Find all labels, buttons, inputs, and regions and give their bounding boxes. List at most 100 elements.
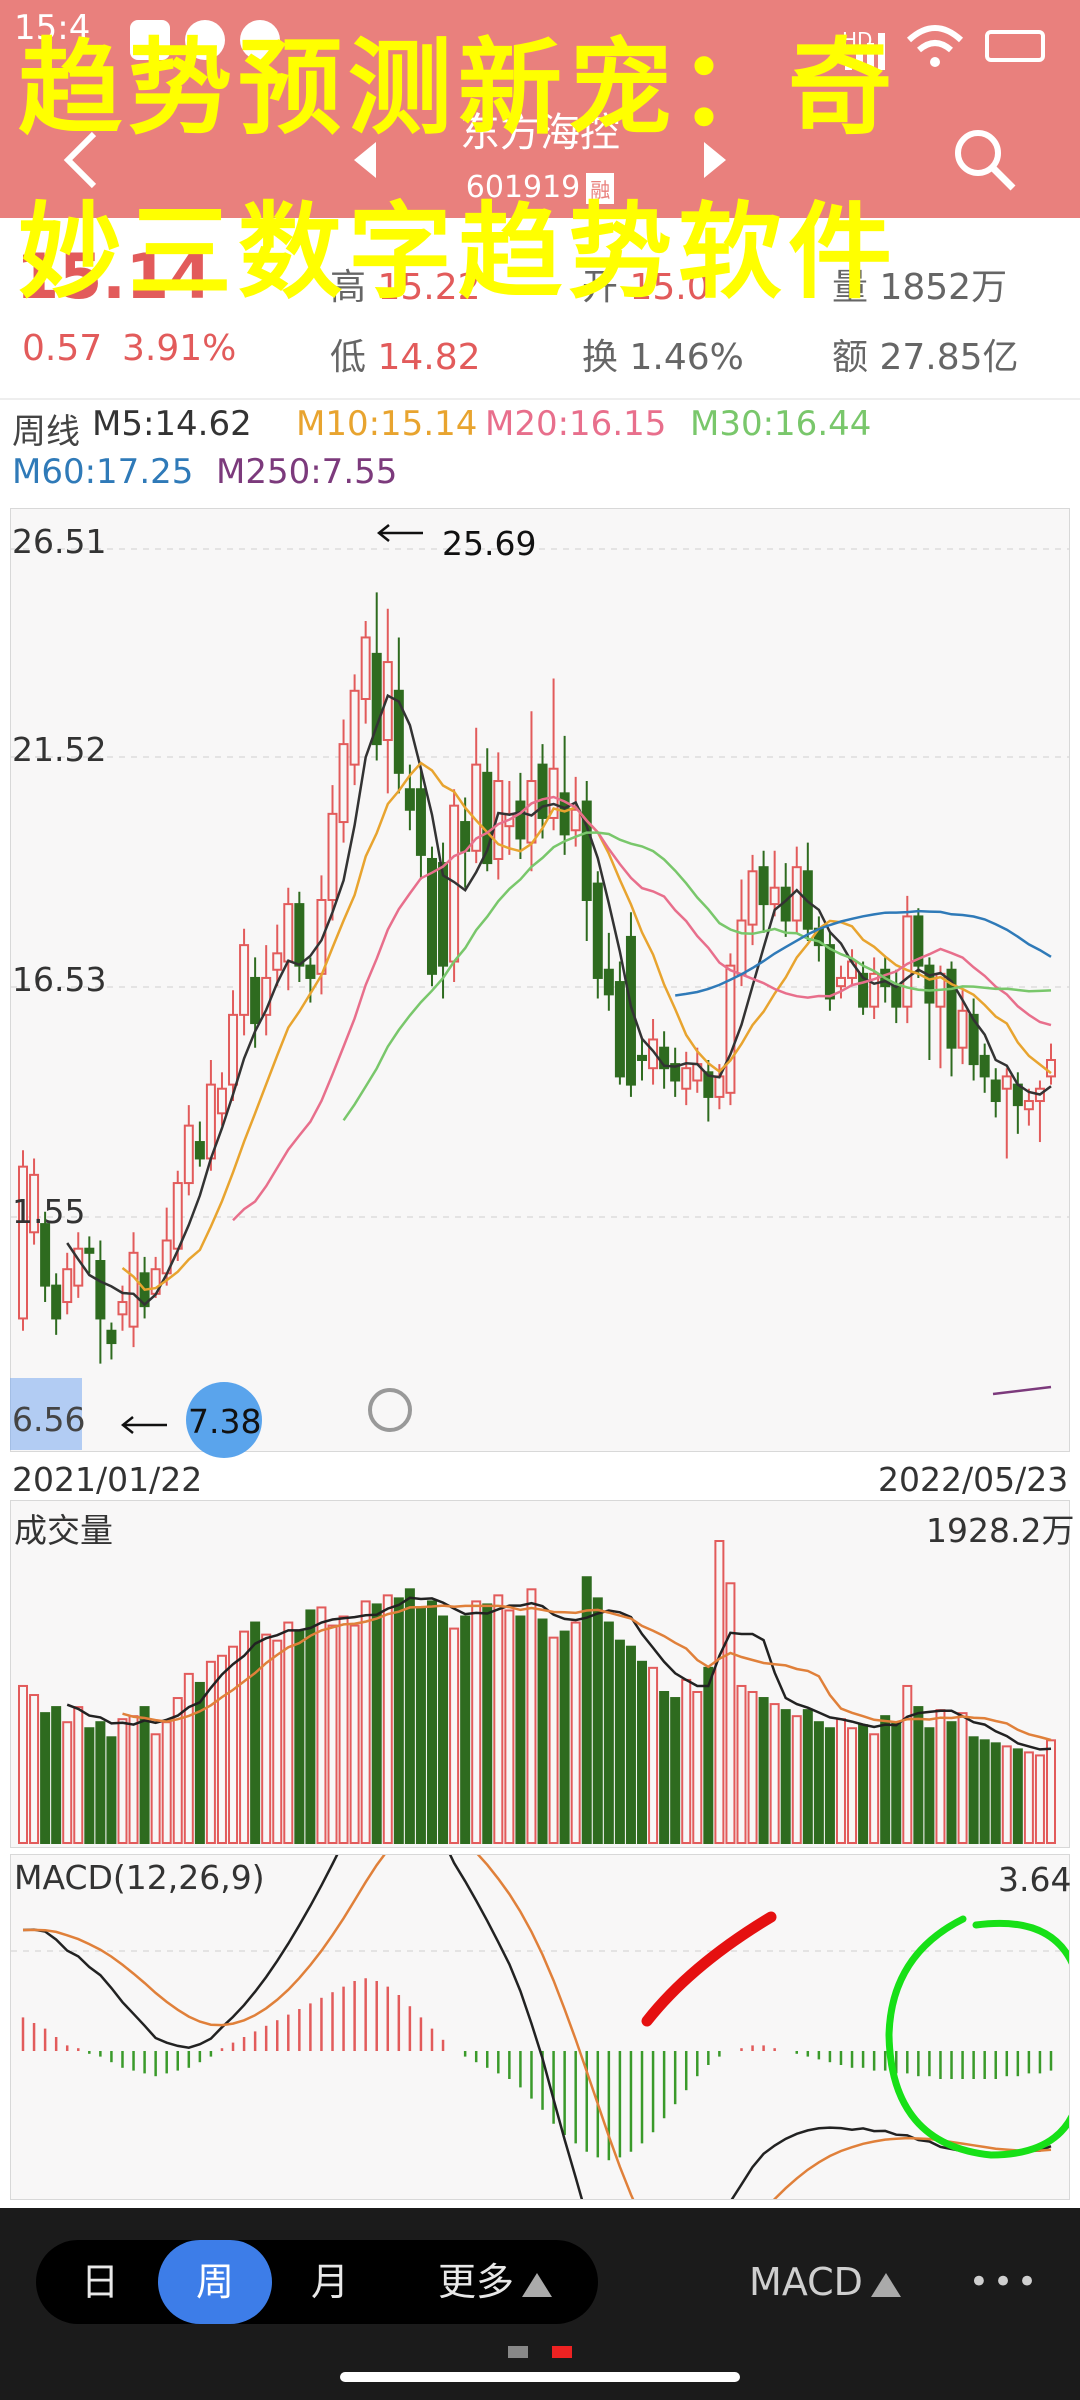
- candle-body: [548, 767, 559, 819]
- amount-value: 27.85亿: [879, 337, 1019, 378]
- candle-body: [1001, 1075, 1012, 1090]
- q-circle-icon[interactable]: [368, 1388, 412, 1432]
- candle-body: [438, 862, 449, 967]
- candle-body: [117, 1301, 128, 1316]
- tab-more-label: 更多: [437, 2260, 514, 2304]
- candle-body: [515, 800, 526, 840]
- volume-bar: [438, 1615, 449, 1844]
- volume-bar: [426, 1600, 437, 1845]
- back-arrow-icon[interactable]: [60, 130, 100, 190]
- volume-bar: [349, 1624, 360, 1844]
- start-date: 2021/01/22: [12, 1460, 203, 1499]
- volume-bar: [813, 1721, 824, 1844]
- tab-day[interactable]: 日: [80, 2260, 119, 2304]
- candle-body: [404, 788, 415, 811]
- volume-bar: [924, 1727, 935, 1845]
- volume-bar: [139, 1706, 150, 1844]
- candle-body: [559, 792, 570, 836]
- high-value: 15.22: [377, 267, 481, 308]
- last-price: 15.14: [16, 240, 213, 313]
- page-dot-1: [508, 2346, 528, 2358]
- volume-bar: [614, 1639, 625, 1844]
- candle-body: [537, 763, 548, 819]
- candle-body: [371, 652, 382, 746]
- candle-body: [957, 1009, 968, 1049]
- candle-body: [482, 771, 493, 865]
- high-label: 高: [330, 267, 367, 308]
- candle-body: [261, 976, 272, 1016]
- candle-body: [183, 1124, 194, 1185]
- volume-bar: [1046, 1739, 1056, 1845]
- volume-bar: [95, 1721, 106, 1844]
- candle-body: [858, 972, 869, 1008]
- candle-body: [272, 952, 283, 971]
- low-label: 低: [330, 337, 367, 378]
- volume-bar: [172, 1697, 183, 1844]
- volume-bar: [40, 1712, 51, 1844]
- candle-body: [1023, 1100, 1034, 1111]
- volume-bar: [460, 1615, 471, 1844]
- candle-body: [294, 903, 305, 967]
- indicator-select[interactable]: MACD: [740, 2240, 910, 2324]
- more-menu-button[interactable]: •••: [968, 2262, 1042, 2302]
- candle-body: [18, 1165, 28, 1320]
- volume-bar: [791, 1715, 802, 1844]
- volume-bar: [272, 1639, 283, 1844]
- volume-bar: [681, 1678, 692, 1844]
- expand-button[interactable]: [10, 1378, 82, 1450]
- candle-body: [592, 882, 603, 979]
- volume-bar: [979, 1739, 990, 1845]
- candle-body: [869, 972, 880, 1008]
- indicator-label: MACD: [749, 2260, 863, 2304]
- volume-bar: [559, 1630, 570, 1844]
- candle-body: [415, 788, 426, 856]
- tab-month[interactable]: 月: [310, 2260, 349, 2304]
- search-icon[interactable]: [950, 125, 1020, 195]
- ma30-line: [342, 831, 1052, 1122]
- low-value: 14.82: [377, 337, 481, 378]
- candle-body: [51, 1284, 62, 1320]
- red-annotation-stroke: [641, 1911, 777, 2027]
- volume-chart-panel[interactable]: [10, 1500, 1070, 1848]
- price-chart-panel[interactable]: [10, 508, 1070, 1452]
- app-icon-2: [185, 20, 225, 60]
- volume-quote: 量 1852万: [832, 258, 1007, 310]
- volume-bar: [128, 1715, 139, 1844]
- volume-bar: [625, 1645, 636, 1844]
- volume-bar: [73, 1706, 84, 1844]
- volume-bar: [18, 1684, 28, 1844]
- volume-bar: [106, 1736, 117, 1844]
- macd-max-label: 3.64: [998, 1860, 1072, 1899]
- ma60-label: M60:17.25: [12, 452, 194, 492]
- volume-bar: [935, 1709, 946, 1844]
- volume-bar: [736, 1684, 747, 1844]
- chart-period-label[interactable]: 周线: [12, 412, 80, 452]
- volume-bar: [216, 1654, 227, 1844]
- history-circle-button[interactable]: [186, 1382, 262, 1458]
- tab-more[interactable]: 更多: [410, 2240, 580, 2324]
- volume-bar: [1034, 1754, 1045, 1844]
- overlay-title-line-2: 妙三数字趋势软件: [18, 191, 899, 313]
- signal-icon: [845, 33, 885, 70]
- candle-body: [1046, 1058, 1056, 1078]
- candle-body: [283, 903, 294, 963]
- tab-week[interactable]: 周: [158, 2240, 272, 2324]
- overlay-title-line-1: 趋势预测新宠：奇: [18, 27, 899, 149]
- macd-chart-panel[interactable]: [10, 1854, 1070, 2200]
- volume-chart[interactable]: [11, 1501, 1069, 1847]
- volume-bar: [1001, 1745, 1012, 1844]
- volume-max-label: 1928.2万: [926, 1511, 1075, 1550]
- next-stock-icon[interactable]: [700, 140, 730, 180]
- prev-stock-icon[interactable]: [350, 140, 380, 180]
- y-label-3: 16.53: [12, 960, 107, 999]
- price-chart[interactable]: [11, 509, 1069, 1451]
- macd-chart[interactable]: [11, 1855, 1069, 2199]
- turnover-value: 1.46%: [629, 337, 744, 378]
- candle-body: [625, 935, 636, 1086]
- candle-body: [382, 661, 393, 742]
- volume-bar: [537, 1618, 548, 1844]
- volume-ma10-line: [122, 1604, 1052, 1742]
- open-value: 15.0: [629, 267, 710, 308]
- candle-body: [84, 1247, 95, 1254]
- amount-quote: 额 27.85亿: [832, 328, 1019, 380]
